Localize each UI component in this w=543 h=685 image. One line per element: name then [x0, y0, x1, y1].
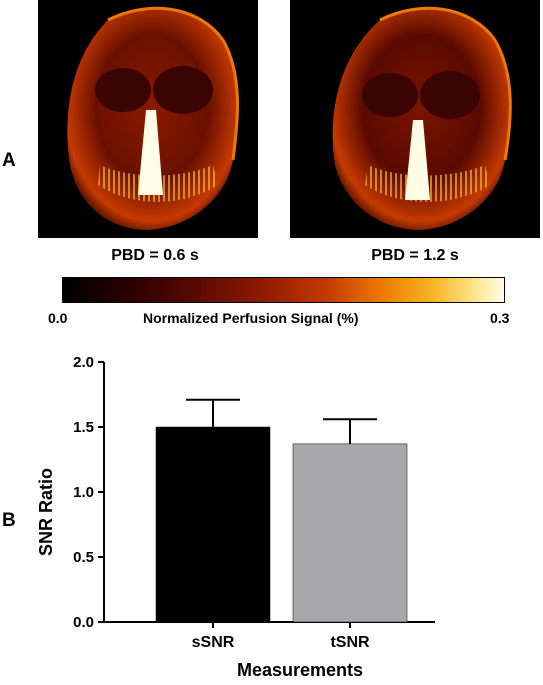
bar-sSNR: [155, 426, 271, 623]
bar-tSNR: [292, 443, 408, 623]
y-tick-label: 0.0: [73, 614, 94, 631]
perfusion-map-left: [38, 0, 258, 238]
x-tick-label-sSNR: sSNR: [192, 634, 235, 651]
colorbar-title: Normalized Perfusion Signal (%): [143, 310, 359, 326]
y-axis-label: SNR Ratio: [36, 468, 56, 556]
y-tick-label: 1.0: [73, 484, 94, 501]
x-axis-label: Measurements: [237, 660, 363, 680]
colorbar: [62, 277, 505, 303]
x-tick-label-tSNR: tSNR: [330, 634, 370, 651]
y-tick-label: 1.5: [73, 419, 94, 436]
y-tick-label: 2.0: [73, 354, 94, 371]
perfusion-map-right: [290, 0, 540, 238]
panel-a-label: A: [2, 150, 16, 171]
left-image-caption: PBD = 0.6 s: [111, 247, 199, 264]
colorbar-min-label: 0.0: [48, 310, 68, 326]
plot-area: 0.0 0.5 1.0 1.5 2.0 sSNR tSNR: [73, 354, 435, 651]
snr-bar-chart: SNR Ratio Measurements 0.0 0.5 1.0 1.5 2.0 sS…: [36, 354, 435, 680]
panel-b-label: B: [2, 510, 16, 531]
y-tick-label: 0.5: [73, 549, 94, 566]
right-image-caption: PBD = 1.2 s: [371, 247, 459, 264]
colorbar-max-label: 0.3: [490, 310, 510, 326]
